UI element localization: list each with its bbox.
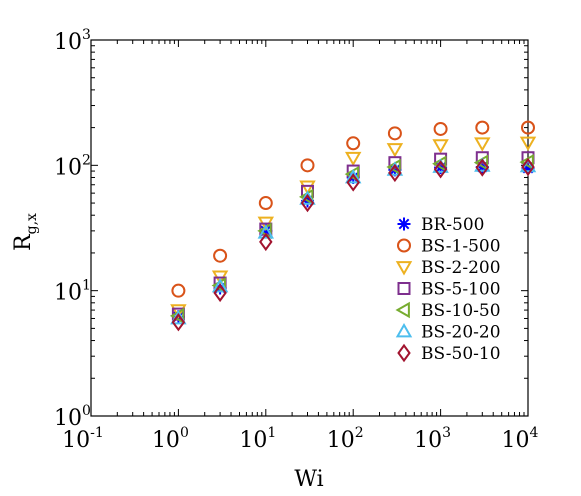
x-tick-label: 10-1: [62, 425, 104, 453]
data-point: [299, 190, 316, 205]
data-points: [169, 120, 537, 332]
y-tick-label: 101: [54, 278, 91, 306]
legend-marker: [395, 322, 413, 338]
x-axis-label: Wi: [294, 467, 323, 492]
legend-label: BS-5-100: [421, 280, 501, 300]
data-point: [259, 232, 273, 252]
data-point: [387, 126, 402, 141]
series-BS-1-500: [171, 120, 535, 298]
data-point: [299, 180, 316, 195]
data-point: [213, 283, 227, 303]
data-point: [475, 120, 490, 135]
data-point: [346, 136, 361, 151]
data-point: [300, 158, 315, 173]
data-point: [258, 196, 273, 211]
data-point: [346, 173, 360, 192]
legend-item: BS-5-100: [397, 280, 501, 300]
axis-ticks: [90, 40, 528, 417]
legend-marker: [397, 282, 411, 295]
data-point: [474, 137, 491, 152]
x-tick-label: 104: [502, 425, 539, 453]
data-point: [521, 157, 535, 177]
data-point: [171, 313, 186, 332]
legend-label: BS-2-200: [421, 258, 501, 278]
data-point: [521, 120, 535, 135]
x-tick-label: 102: [327, 425, 364, 453]
data-point: [386, 143, 404, 158]
legend-label: BR-500: [421, 215, 484, 235]
x-tick-label: 101: [239, 425, 276, 453]
series-BS-50-10: [171, 157, 535, 332]
legend-label: BS-10-50: [421, 301, 501, 321]
y-axis-label: Rg,x: [11, 213, 40, 251]
data-point: [300, 193, 315, 213]
data-point: [344, 151, 362, 167]
legend-marker: [397, 217, 411, 231]
y-axis-label-main: R: [11, 233, 36, 251]
legend-item: BS-2-200: [395, 258, 501, 278]
x-tick-label: 103: [414, 425, 451, 453]
legend-label: BS-50-10: [421, 344, 501, 364]
y-tick-labels: 100 101 102 103: [54, 27, 91, 431]
legend-label: BS-1-500: [421, 237, 501, 257]
y-tick-label: 102: [54, 152, 91, 180]
data-point: [519, 136, 537, 152]
x-tick-labels: 10-1 100 101 102 103 104: [62, 425, 538, 453]
legend-label: BS-20-20: [421, 323, 501, 343]
legend-item: BS-1-500: [397, 237, 501, 257]
data-point: [171, 283, 186, 298]
legend-item: BS-20-20: [395, 322, 501, 343]
data-point: [388, 163, 402, 183]
data-point: [344, 168, 362, 184]
data-point: [433, 160, 448, 179]
data-point: [475, 158, 490, 177]
legend-marker: [397, 238, 411, 253]
data-point: [433, 121, 448, 136]
legend: BR-500BS-1-500BS-2-200BS-5-100BS-10-50BS…: [395, 215, 501, 364]
y-tick-label: 103: [54, 27, 91, 55]
data-point: [213, 248, 228, 263]
legend-marker: [395, 261, 413, 276]
data-point: [432, 139, 449, 154]
legend-item: BS-50-10: [397, 343, 501, 364]
y-tick-label: 100: [54, 403, 91, 431]
legend-item: BS-10-50: [395, 301, 501, 321]
data-point: [519, 157, 537, 173]
plot-area: [90, 39, 529, 417]
legend-item: BR-500: [397, 215, 484, 235]
legend-marker: [395, 301, 410, 319]
data-point: [257, 224, 275, 239]
legend-marker: [397, 343, 411, 363]
x-tick-label: 100: [152, 425, 189, 453]
data-point: [211, 277, 229, 293]
y-axis-label-sub: g,x: [24, 213, 40, 234]
